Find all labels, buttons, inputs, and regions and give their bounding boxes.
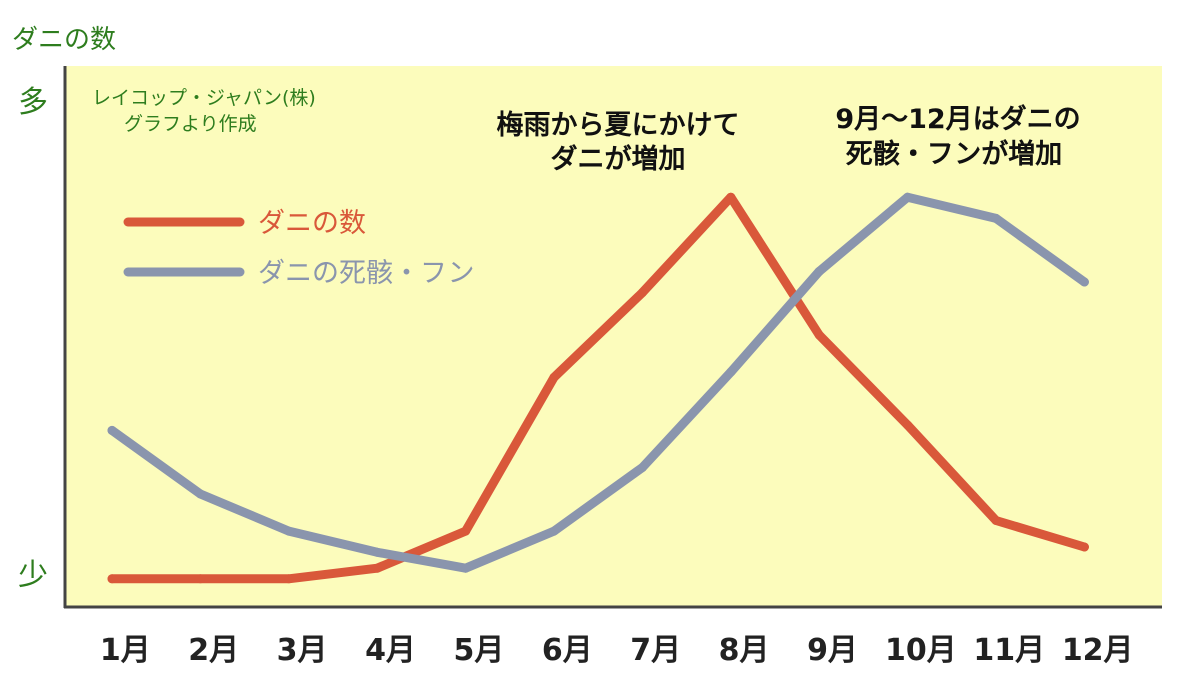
point-mite-debris-1	[107, 425, 117, 435]
point-mite-debris-6	[549, 526, 559, 536]
point-mite-debris-12	[1079, 277, 1089, 287]
x-tick-label-2: 2月	[188, 633, 239, 668]
x-tick-label-11: 11月	[973, 633, 1045, 668]
x-tick-label-1: 1月	[100, 633, 151, 668]
x-tick-label-12: 12月	[1062, 633, 1134, 668]
point-mites-3	[284, 574, 294, 584]
point-mites-5	[461, 526, 471, 536]
y-axis-low-label: 少	[18, 558, 48, 593]
series-line-mites	[107, 192, 1089, 584]
source-note-line2: グラフより作成	[124, 113, 257, 135]
series-layer	[107, 192, 1089, 584]
point-mite-debris-11	[991, 213, 1001, 223]
point-mites-4	[372, 563, 382, 573]
x-tick-label-3: 3月	[277, 633, 328, 668]
point-mite-debris-3	[284, 526, 294, 536]
x-tick-label-6: 6月	[542, 633, 593, 668]
legend: ダニの数 ダニの死骸・フン	[123, 208, 475, 289]
annotation-autumn-line2: 死骸・フンが増加	[846, 138, 1063, 170]
x-tick-label-8: 8月	[719, 633, 770, 668]
point-mites-6	[549, 372, 559, 382]
point-mites-7	[637, 288, 647, 298]
annotation-rainy-season-line2: ダニが増加	[551, 143, 686, 175]
point-mites-1	[107, 574, 117, 584]
point-mite-debris-4	[372, 547, 382, 557]
y-axis-title: ダニの数	[12, 25, 116, 55]
point-mite-debris-7	[637, 463, 647, 472]
legend-label-mites: ダニの数	[258, 208, 366, 239]
x-tick-label-7: 7月	[630, 633, 681, 668]
point-mite-debris-10	[903, 192, 913, 202]
x-axis-ticks: 1月 2月 3月 4月 5月 6月 7月 8月 9月 10月 11月 12月	[100, 633, 1134, 668]
x-tick-label-5: 5月	[453, 633, 504, 668]
annotation-rainy-season-line1: 梅雨から夏にかけて	[497, 110, 740, 141]
source-note-line1: レイコップ・ジャパン(株)	[92, 87, 316, 109]
point-mites-2	[195, 574, 205, 584]
point-mites-8	[726, 192, 736, 202]
series-line-mite-debris	[107, 192, 1089, 573]
annotation-autumn-line1: 9月～12月はダニの	[835, 103, 1080, 135]
legend-label-mite-debris: ダニの死骸・フン	[258, 258, 475, 289]
point-mite-debris-5	[461, 563, 471, 573]
point-mite-debris-8	[726, 367, 736, 377]
y-axis-high-label: 多	[18, 85, 48, 120]
x-tick-label-10: 10月	[885, 633, 957, 668]
point-mites-12	[1079, 542, 1089, 552]
point-mites-11	[991, 516, 1001, 525]
point-mite-debris-9	[814, 266, 824, 276]
point-mites-9	[814, 330, 824, 340]
x-tick-label-4: 4月	[365, 633, 416, 668]
x-tick-label-9: 9月	[807, 633, 858, 668]
point-mites-10	[903, 420, 913, 430]
point-mite-debris-2	[195, 489, 205, 499]
